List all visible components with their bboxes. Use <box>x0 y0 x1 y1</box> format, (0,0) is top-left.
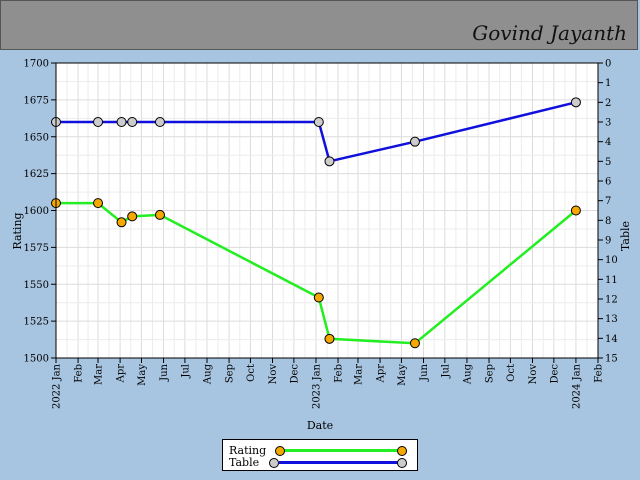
x-tick-label: Feb <box>334 364 345 383</box>
y-tick-label: 1700 <box>24 59 49 70</box>
x-tick-label: Jul <box>440 364 451 379</box>
legend-marker-table-end <box>397 458 407 468</box>
data-point-rating <box>313 292 324 303</box>
y2-tick-label: 13 <box>605 314 618 325</box>
legend-line-table <box>279 461 401 464</box>
x-tick-label: Oct <box>506 364 517 382</box>
data-point-rating <box>570 205 581 216</box>
x-tick-label: 2024 Jan <box>571 363 582 409</box>
data-point-table <box>116 117 127 127</box>
y2-tick-label: 0 <box>605 59 611 70</box>
y-tick-label: 1675 <box>24 95 49 106</box>
data-point-rating <box>409 338 420 349</box>
y2-axis-title: Table <box>619 221 632 251</box>
y-tick-label: 1575 <box>24 243 49 254</box>
x-tick-label: Nov <box>528 364 539 385</box>
x-tick-label: 2022 Jan <box>52 363 63 409</box>
y2-tick-label: 3 <box>605 118 611 129</box>
x-tick-label: 2023 Jan <box>311 363 322 409</box>
data-point-rating <box>324 333 335 344</box>
data-point-table <box>409 136 420 147</box>
data-point-rating <box>116 217 127 228</box>
x-tick-label: Jun <box>159 363 170 381</box>
x-tick-label: Dec <box>549 364 560 384</box>
data-point-table <box>324 156 335 167</box>
y2-tick-label: 5 <box>605 157 611 168</box>
data-point-rating <box>127 211 138 222</box>
x-tick-label: Apr <box>116 364 127 384</box>
x-axis-title: Date <box>307 419 333 432</box>
legend-label-table: Table <box>229 456 260 469</box>
data-point-table <box>313 117 324 127</box>
x-tick-label: Sep <box>225 364 236 383</box>
data-markers <box>51 97 581 349</box>
legend-marker-table-start <box>269 458 279 468</box>
y2-tick-label: 10 <box>605 255 618 266</box>
y2-tick-label: 8 <box>605 216 611 227</box>
axis-ticks: 2022 Jan Feb Mar Apr May Jun Jul Aug Sep Oct Nov De… <box>24 59 618 410</box>
x-tick-label: Oct <box>246 364 257 382</box>
data-point-table <box>570 97 581 108</box>
x-tick-label: Apr <box>376 364 387 384</box>
data-point-rating <box>154 209 165 220</box>
data-point-rating <box>93 198 104 209</box>
x-tick-label: Dec <box>289 364 300 384</box>
x-tick-label: Sep <box>485 364 496 383</box>
data-point-table <box>154 117 165 127</box>
data-point-table <box>127 117 138 127</box>
x-tick-label: Feb <box>594 364 605 383</box>
y2-tick-label: 6 <box>605 177 611 188</box>
y2-tick-label: 11 <box>605 275 618 286</box>
x-tick-label: Aug <box>202 363 213 385</box>
y2-tick-label: 7 <box>605 196 611 207</box>
data-point-table <box>93 117 104 127</box>
y-axis-title: Rating <box>11 212 24 249</box>
y-tick-label: 1550 <box>24 280 49 291</box>
header-bar: Govind Jayanth <box>0 0 638 50</box>
y2-tick-label: 1 <box>605 78 611 89</box>
x-tick-label: Jun <box>419 363 430 381</box>
y-tick-label: 1600 <box>24 206 49 217</box>
x-tick-label: May <box>397 364 408 386</box>
legend-marker-rating-end <box>397 446 407 456</box>
x-tick-label: Jul <box>180 364 191 379</box>
x-tick-label: Nov <box>268 364 279 385</box>
y2-tick-label: 14 <box>605 334 618 345</box>
x-tick-label: Mar <box>94 364 105 385</box>
y2-tick-label: 2 <box>605 98 611 109</box>
x-tick-label: Aug <box>462 363 473 385</box>
y2-tick-label: 9 <box>605 236 611 247</box>
legend-marker-rating-start <box>275 446 285 456</box>
legend-label-rating: Rating <box>229 444 267 457</box>
y-tick-label: 1625 <box>24 169 49 180</box>
player-name: Govind Jayanth <box>472 21 627 45</box>
y-tick-label: 1525 <box>24 317 49 328</box>
y-tick-label: 1500 <box>24 354 49 365</box>
x-tick-label: Mar <box>353 364 364 385</box>
x-tick-label: May <box>137 364 148 386</box>
legend-line-rating <box>279 449 401 452</box>
legend: Rating Table <box>222 439 418 471</box>
x-tick-label: Feb <box>74 364 85 383</box>
y2-tick-label: 4 <box>605 137 611 148</box>
y-tick-label: 1650 <box>24 132 49 143</box>
y2-tick-label: 12 <box>605 295 618 306</box>
y2-tick-label: 15 <box>605 354 618 365</box>
